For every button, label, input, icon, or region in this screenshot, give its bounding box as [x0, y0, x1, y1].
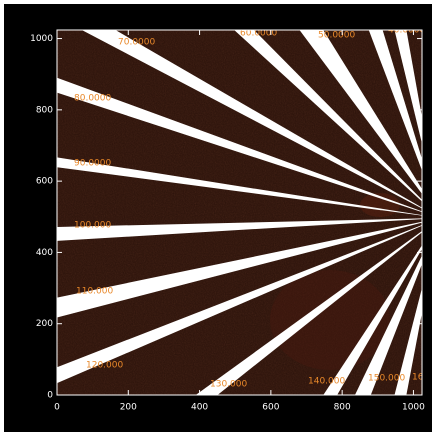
- y-tick-label: 800: [36, 105, 53, 115]
- x-tick-label: 1000: [402, 403, 425, 413]
- x-tick-label: 400: [191, 403, 208, 413]
- angle-label: 150.000: [368, 374, 405, 384]
- x-tick-label: 200: [120, 403, 137, 413]
- image-glow: [270, 270, 390, 370]
- angle-label: 110.000: [76, 287, 113, 297]
- angle-label: 120.000: [86, 361, 123, 371]
- y-tick-label: 200: [36, 319, 53, 329]
- angle-label: 100.000: [74, 221, 111, 231]
- y-tick-label: 1000: [30, 34, 53, 44]
- x-tick-label: 600: [262, 403, 279, 413]
- x-tick-label: 0: [54, 403, 60, 413]
- angle-label: 50.0000: [318, 31, 355, 41]
- angle-label: 80.0000: [74, 94, 111, 104]
- angle-label: 90.0000: [74, 159, 111, 169]
- y-tick-label: 400: [36, 248, 53, 258]
- chart: 70.000060.000050.000040.000080.000090.00…: [0, 0, 436, 436]
- x-tick-label: 800: [334, 403, 351, 413]
- y-tick-label: 600: [36, 177, 53, 187]
- angle-label: 70.0000: [118, 38, 155, 48]
- y-tick-label: 0: [47, 391, 53, 401]
- angle-label: 140.000: [308, 377, 345, 387]
- angle-label: 130.000: [210, 380, 247, 390]
